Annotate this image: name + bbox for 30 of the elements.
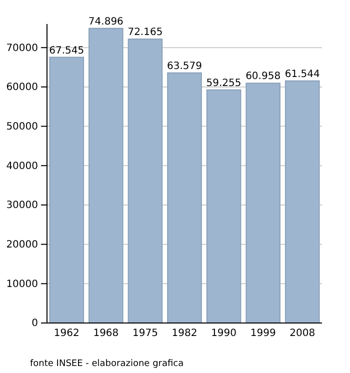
- bar: [206, 89, 242, 324]
- y-tick-label: 20000: [6, 240, 38, 251]
- x-tick-label: 2008: [290, 328, 316, 340]
- data-label: 61.544: [284, 68, 320, 80]
- data-label: 67.545: [49, 45, 84, 56]
- x-tick-label: 1982: [172, 328, 198, 340]
- y-tick-label: 40000: [6, 160, 38, 172]
- data-label: 59.255: [206, 78, 242, 89]
- y-tick-label: 70000: [6, 42, 38, 54]
- data-label: 72.165: [128, 27, 163, 38]
- x-tick-label: 1999: [250, 328, 276, 340]
- y-tick-label: 50000: [6, 121, 38, 132]
- x-tick-label: 1962: [54, 328, 80, 340]
- bar: [246, 82, 280, 324]
- source-note: fonte INSEE - elaborazione grafica: [30, 359, 184, 369]
- bar: [284, 80, 320, 324]
- y-tick-label: 60000: [6, 82, 38, 94]
- bar: [167, 72, 202, 324]
- bar: [128, 38, 163, 324]
- bar: [49, 56, 84, 324]
- x-tick-label: 1990: [211, 328, 237, 340]
- x-tick-label: 1975: [132, 328, 158, 340]
- data-label: 63.579: [167, 60, 202, 72]
- data-label: 74.896: [88, 16, 124, 28]
- y-tick-label: 0: [32, 318, 38, 330]
- y-tick-label: 10000: [6, 278, 38, 290]
- data-label: 60.958: [246, 71, 281, 82]
- y-tick-label: 30000: [6, 200, 38, 212]
- x-tick-label: 1968: [93, 328, 119, 340]
- bar: [88, 28, 124, 324]
